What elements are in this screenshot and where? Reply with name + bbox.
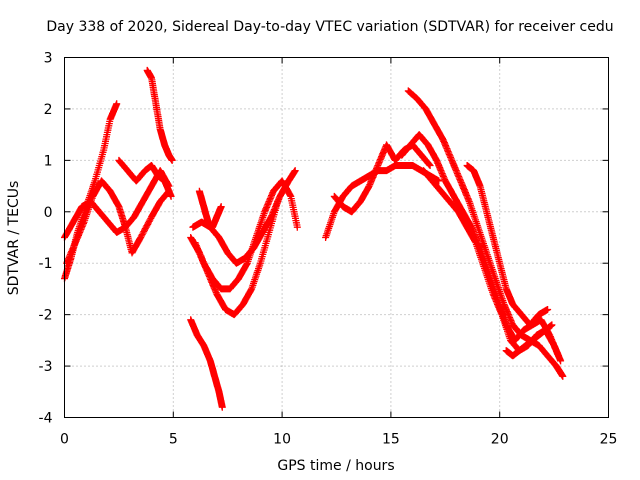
point-marker [463,162,552,329]
point-marker [143,66,176,164]
series-arc-3 [63,177,173,267]
y-tick-label: -2 [39,308,53,324]
series-arc-16 [463,162,552,329]
point-marker [187,316,226,411]
point-marker [398,131,562,360]
data-points [61,66,567,411]
x-tick-labels: 0 5 10 15 20 25 [60,432,617,448]
point-marker [502,321,556,360]
y-tick-label: 2 [44,102,53,118]
x-axis-title: GPS time / hours [277,458,394,474]
series-arc-4 [115,156,175,200]
series-arc-10 [187,316,226,411]
grid [64,57,609,418]
series-arc-14 [398,131,562,360]
y-tick-label: -4 [39,411,53,427]
x-tick-label: 0 [60,432,69,448]
series-arc-12 [330,141,434,216]
axis-ticks [64,57,609,418]
y-tick-labels: -4 -3 -2 -1 0 1 2 3 [39,51,53,427]
y-tick-label: 1 [44,153,53,169]
point-marker [191,177,301,293]
x-tick-label: 15 [382,432,400,448]
y-axis-title: SDTVAR / TECUs [6,181,22,296]
point-marker [115,156,175,200]
series-arc-9 [195,187,225,231]
y-tick-label: 3 [44,51,53,67]
chart-title: Day 338 of 2020, Sidereal Day-to-day VTE… [46,19,613,35]
series-arc-17 [502,321,556,360]
point-marker [330,141,434,216]
y-tick-label: -1 [39,256,53,272]
x-tick-label: 10 [273,432,291,448]
series-arc-5 [143,66,176,164]
x-tick-label: 25 [600,432,618,448]
y-tick-label: 0 [44,205,53,221]
x-tick-label: 20 [491,432,509,448]
series-arc-8 [191,177,301,293]
plot-frame [64,57,609,418]
point-marker [195,187,225,231]
x-tick-label: 5 [169,432,178,448]
y-tick-label: -3 [39,359,53,375]
point-marker [63,177,173,267]
